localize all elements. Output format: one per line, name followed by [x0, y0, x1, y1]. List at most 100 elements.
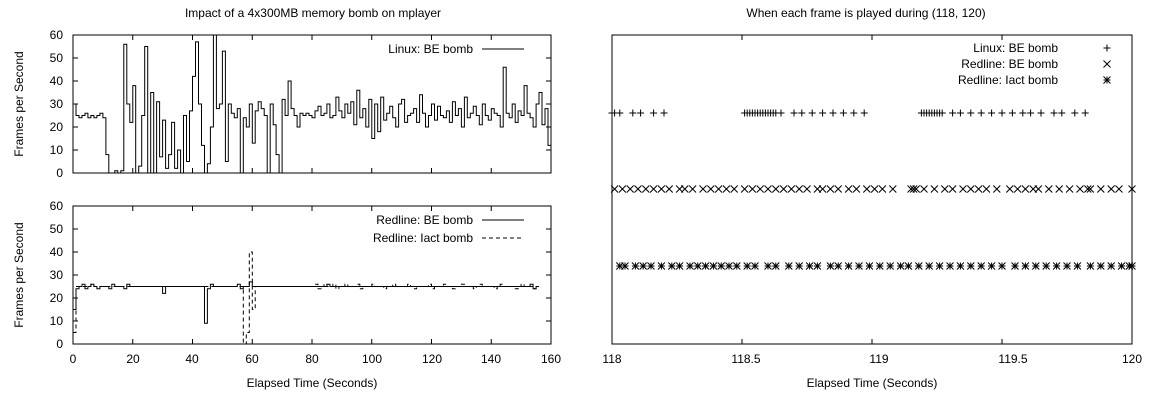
marker-stroke [709, 262, 718, 270]
x-tick-label: 118 [602, 352, 621, 366]
point-linux-be-bomb [660, 109, 668, 117]
point-redline-be-bomb [803, 185, 811, 193]
point-linux-be-bomb [949, 109, 957, 117]
point-linux-be-bomb [1071, 109, 1079, 117]
x-tick-label: 100 [362, 352, 382, 366]
x-tick-label: 160 [541, 352, 561, 366]
x-tick-label: 119 [869, 352, 888, 366]
x-tick-label: 0 [70, 352, 77, 366]
point-redline-be-bomb [818, 185, 827, 193]
point-linux-be-bomb [850, 109, 858, 117]
plot-frame [611, 34, 1133, 345]
marker-stroke [925, 262, 934, 270]
marker-stroke [618, 185, 627, 193]
point-linux-be-bomb [956, 109, 964, 117]
point-redline-be-bomb [787, 185, 796, 193]
point-redline-be-bomb [764, 185, 772, 193]
x-tick-label: 140 [481, 352, 501, 366]
marker-stroke [1052, 262, 1061, 270]
marker-stroke [1021, 262, 1030, 270]
marker-stroke [935, 262, 944, 270]
y-tick-label: 20 [50, 291, 64, 305]
point-redline-iact-bomb [784, 262, 793, 270]
marker-stroke [1107, 185, 1116, 193]
marker-stroke [946, 262, 954, 270]
point-redline-iact-bomb [751, 262, 759, 270]
marker-stroke [641, 185, 650, 193]
point-redline-iact-bomb [855, 262, 863, 270]
marker-stroke [657, 185, 666, 193]
point-linux-be-bomb [1050, 109, 1058, 117]
marker-stroke [771, 185, 780, 193]
marker-stroke [948, 185, 957, 193]
marker-stroke [1083, 185, 1092, 193]
marker-stroke [779, 185, 788, 193]
point-redline-iact-bomb [1086, 262, 1095, 270]
marker-stroke [621, 262, 629, 270]
point-linux-be-bomb [637, 109, 645, 117]
marker-stroke [998, 262, 1006, 270]
legend-label: Redline: Iact bomb [958, 73, 1058, 87]
x-tick-labels: 118 118.5 119 119.5 120 [602, 352, 1142, 366]
marker-stroke [631, 262, 640, 270]
marker-stroke [805, 262, 814, 270]
point-redline-be-bomb [826, 185, 835, 193]
marker-stroke [870, 185, 879, 193]
chart-redline-fps: Frames per Second 0 10 20 30 40 50 60 0 … [12, 199, 561, 390]
marker-stroke [1117, 262, 1126, 270]
chart-linux-fps: Impact of a 4x300MB memory bomb on mplay… [12, 6, 552, 180]
legend-marker [1103, 60, 1111, 68]
point-redline-be-bomb [1005, 185, 1014, 193]
marker-stroke [940, 185, 949, 193]
point-redline-be-bomb [740, 185, 749, 193]
chart-title: Impact of a 4x300MB memory bomb on mplay… [185, 6, 441, 20]
point-redline-be-bomb [657, 185, 666, 193]
point-redline-be-bomb [1055, 185, 1064, 193]
marker-stroke [667, 262, 676, 270]
marker-stroke [826, 185, 835, 193]
point-redline-iact-bomb [865, 262, 874, 270]
marker-stroke [730, 185, 739, 193]
marker-stroke [647, 262, 655, 270]
marker-stroke [1011, 262, 1019, 270]
point-redline-be-bomb [795, 185, 804, 193]
marker-stroke [930, 185, 939, 193]
point-linux-be-bomb [650, 109, 658, 117]
point-linux-be-bomb [1019, 109, 1027, 117]
point-redline-be-bomb [982, 185, 991, 193]
marker-stroke [959, 185, 967, 193]
point-redline-iact-bomb [1021, 262, 1030, 270]
point-linux-be-bomb [860, 109, 868, 117]
marker-stroke [818, 185, 827, 193]
marker-stroke [787, 185, 796, 193]
y-tick-label: 0 [56, 166, 63, 180]
marker-stroke [1103, 76, 1111, 84]
point-redline-iact-bomb [834, 262, 843, 270]
point-redline-be-bomb [771, 185, 780, 193]
point-linux-be-bomb [967, 109, 975, 117]
marker-stroke [888, 185, 897, 193]
marker-stroke [912, 185, 921, 193]
x-tick-label: 20 [126, 352, 140, 366]
point-linux-be-bomb [977, 109, 985, 117]
marker-stroke [639, 262, 648, 270]
marker-stroke [1021, 185, 1030, 193]
marker-stroke [756, 185, 765, 193]
marker-stroke [771, 262, 780, 270]
point-redline-iact-bomb [935, 262, 944, 270]
marker-stroke [717, 262, 726, 270]
point-linux-be-bomb [938, 109, 946, 117]
x-axis-label: Elapsed Time (Seconds) [807, 376, 938, 390]
x-tick-label: 118.5 [731, 352, 760, 366]
point-redline-iact-bomb [701, 262, 710, 270]
point-redline-be-bomb [852, 185, 861, 193]
y-tick-label: 30 [50, 97, 64, 111]
marker-stroke [875, 262, 884, 270]
point-redline-be-bomb [665, 185, 674, 193]
marker-stroke [1103, 60, 1111, 68]
point-redline-be-bomb [1107, 185, 1116, 193]
marker-stroke [992, 185, 1001, 193]
point-redline-iact-bomb [1096, 262, 1105, 270]
marker-stroke [1031, 262, 1040, 270]
marker-stroke [784, 262, 793, 270]
